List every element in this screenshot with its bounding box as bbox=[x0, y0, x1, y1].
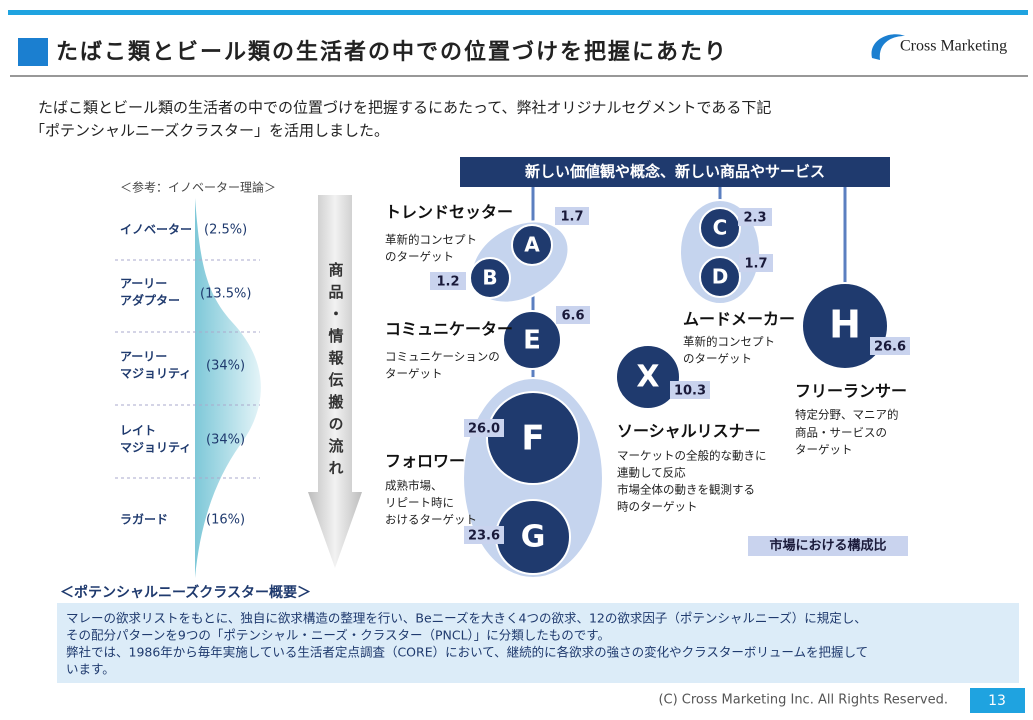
cluster-share: 6.6 bbox=[561, 309, 584, 324]
theory-share: (13.5%) bbox=[200, 287, 251, 302]
cluster-share: 2.3 bbox=[743, 211, 766, 226]
segment-name: ムードメーカー bbox=[683, 310, 795, 329]
legend-box bbox=[748, 536, 908, 556]
value-box bbox=[556, 306, 590, 324]
value-box bbox=[738, 208, 772, 226]
cluster-share: 26.6 bbox=[874, 340, 906, 355]
theory-label: ラガード bbox=[120, 512, 168, 527]
intro-line: 「ポテンシャルニーズクラスター」を活用しました。 bbox=[30, 122, 389, 140]
copyright: (C) Cross Marketing Inc. All Rights Rese… bbox=[658, 693, 948, 708]
cluster-letter: B bbox=[482, 266, 497, 290]
clusters bbox=[469, 207, 889, 575]
summary-line: マレーの欲求リストをもとに、独自に欲求構造の整理を行い、Beニーズを大きく4つの… bbox=[66, 611, 867, 626]
flow-arrow bbox=[308, 195, 362, 568]
value-box bbox=[464, 419, 504, 437]
summary-heading: ＜ポテンシャルニーズクラスター概要＞ bbox=[60, 584, 311, 601]
cluster bbox=[699, 207, 741, 249]
summary-line: その配分パターンを9つの「ポテンシャル・ニーズ・クラスター（PNCL）」に分類し… bbox=[66, 628, 610, 643]
value-box bbox=[430, 272, 466, 290]
segment-desc: 革新的コンセプト bbox=[683, 335, 775, 349]
value-box bbox=[670, 381, 710, 399]
cluster-letter: E bbox=[523, 326, 541, 356]
theory-share: (34%) bbox=[206, 359, 245, 374]
segment-desc: 成熟市場、 bbox=[385, 479, 443, 493]
segment-desc: のターゲット bbox=[385, 250, 454, 264]
theory-label: イノベーター bbox=[120, 223, 192, 237]
segment-desc: マーケットの全般的な動きに bbox=[617, 449, 767, 463]
theory-share: (16%) bbox=[206, 513, 245, 528]
banner-text: 新しい価値観や概念、新しい商品やサービス bbox=[525, 163, 825, 181]
segment-name: コミュニケーター bbox=[385, 320, 513, 339]
cluster bbox=[615, 344, 681, 410]
cluster bbox=[699, 256, 741, 298]
segment-desc: コミュニケーションの bbox=[385, 350, 500, 364]
segment-desc: ターゲット bbox=[795, 443, 853, 457]
cluster-letter: G bbox=[521, 520, 546, 555]
value-box bbox=[870, 337, 910, 355]
theory-label: レイト bbox=[120, 424, 156, 438]
title: たばこ類とビール類の生活者の中での位置づけを把握にあたり bbox=[56, 39, 728, 65]
intro-line: たばこ類とビール類の生活者の中での位置づけを把握するにあたって、弊社オリジナルセ… bbox=[38, 99, 771, 117]
cluster-letter: X bbox=[636, 360, 659, 395]
banner bbox=[460, 157, 890, 187]
cluster bbox=[511, 224, 553, 266]
cluster-share: 26.0 bbox=[468, 422, 500, 437]
segment-desc: 革新的コンセプト bbox=[385, 233, 477, 247]
theory-label: アーリー bbox=[120, 350, 167, 364]
top-bar bbox=[8, 10, 1028, 15]
logo: Cross Marketing bbox=[900, 38, 1007, 55]
segment-name: トレンドセッター bbox=[385, 203, 513, 222]
segment-desc: 商品・サービスの bbox=[795, 426, 887, 440]
segment-name: フォロワー bbox=[385, 452, 465, 471]
segment-desc: リピート時に bbox=[385, 496, 454, 510]
theory-label: マジョリティ bbox=[120, 367, 191, 381]
logo-mark bbox=[871, 34, 905, 60]
summary-line: 弊社では、1986年から毎年実施している生活者定点調査（CORE）において、継続… bbox=[66, 645, 868, 660]
cluster-share: 23.6 bbox=[468, 529, 500, 544]
segment-desc: のターゲット bbox=[683, 352, 752, 366]
cluster-share: 10.3 bbox=[674, 384, 706, 399]
segment-desc: 特定分野、マニア的 bbox=[795, 408, 899, 422]
cluster-share: 1.2 bbox=[436, 275, 459, 290]
segment-desc: おけるターゲット bbox=[385, 513, 477, 527]
cluster-letter: C bbox=[713, 216, 728, 240]
cluster-share: 1.7 bbox=[560, 210, 583, 225]
segment-name: フリーランサー bbox=[795, 382, 907, 401]
cluster-letter: H bbox=[829, 303, 861, 347]
segment-desc: 市場全体の動きを観測する bbox=[617, 483, 755, 497]
bell-curve bbox=[195, 198, 261, 578]
value-box bbox=[555, 207, 589, 225]
segment-desc: 連動して反応 bbox=[617, 466, 686, 480]
theory-share: (34%) bbox=[206, 433, 245, 448]
segment-name: ソーシャルリスナー bbox=[617, 422, 761, 441]
cluster-letter: D bbox=[712, 265, 729, 289]
theory-share: (2.5%) bbox=[204, 223, 247, 238]
value-box bbox=[464, 526, 504, 544]
title-marker bbox=[18, 38, 48, 66]
summary-line: います。 bbox=[66, 662, 115, 677]
value-boxes bbox=[430, 207, 910, 544]
cluster-share: 1.7 bbox=[744, 257, 767, 272]
segment-desc: ターゲット bbox=[385, 367, 443, 381]
cluster bbox=[502, 310, 562, 370]
theory-heading: ＜参考：イノベーター理論＞ bbox=[120, 180, 276, 195]
legend: 市場における構成比 bbox=[769, 538, 886, 554]
page-number: 13 bbox=[988, 693, 1006, 709]
theory-label: マジョリティ bbox=[120, 441, 191, 455]
separators bbox=[115, 259, 260, 479]
segment-desc: 時のターゲット bbox=[617, 500, 698, 514]
cluster bbox=[801, 282, 889, 370]
page-number-box bbox=[970, 688, 1025, 713]
summary-box bbox=[57, 603, 1019, 683]
value-box bbox=[739, 254, 773, 272]
cluster-letter: A bbox=[524, 233, 540, 257]
theory-label: アーリー bbox=[120, 277, 167, 291]
cluster-letter: F bbox=[521, 419, 544, 459]
cluster bbox=[469, 257, 511, 299]
cluster bbox=[486, 391, 580, 485]
theory-label: アダプター bbox=[120, 293, 180, 308]
flow-label: 商品・情報伝搬の流れ bbox=[327, 261, 345, 482]
